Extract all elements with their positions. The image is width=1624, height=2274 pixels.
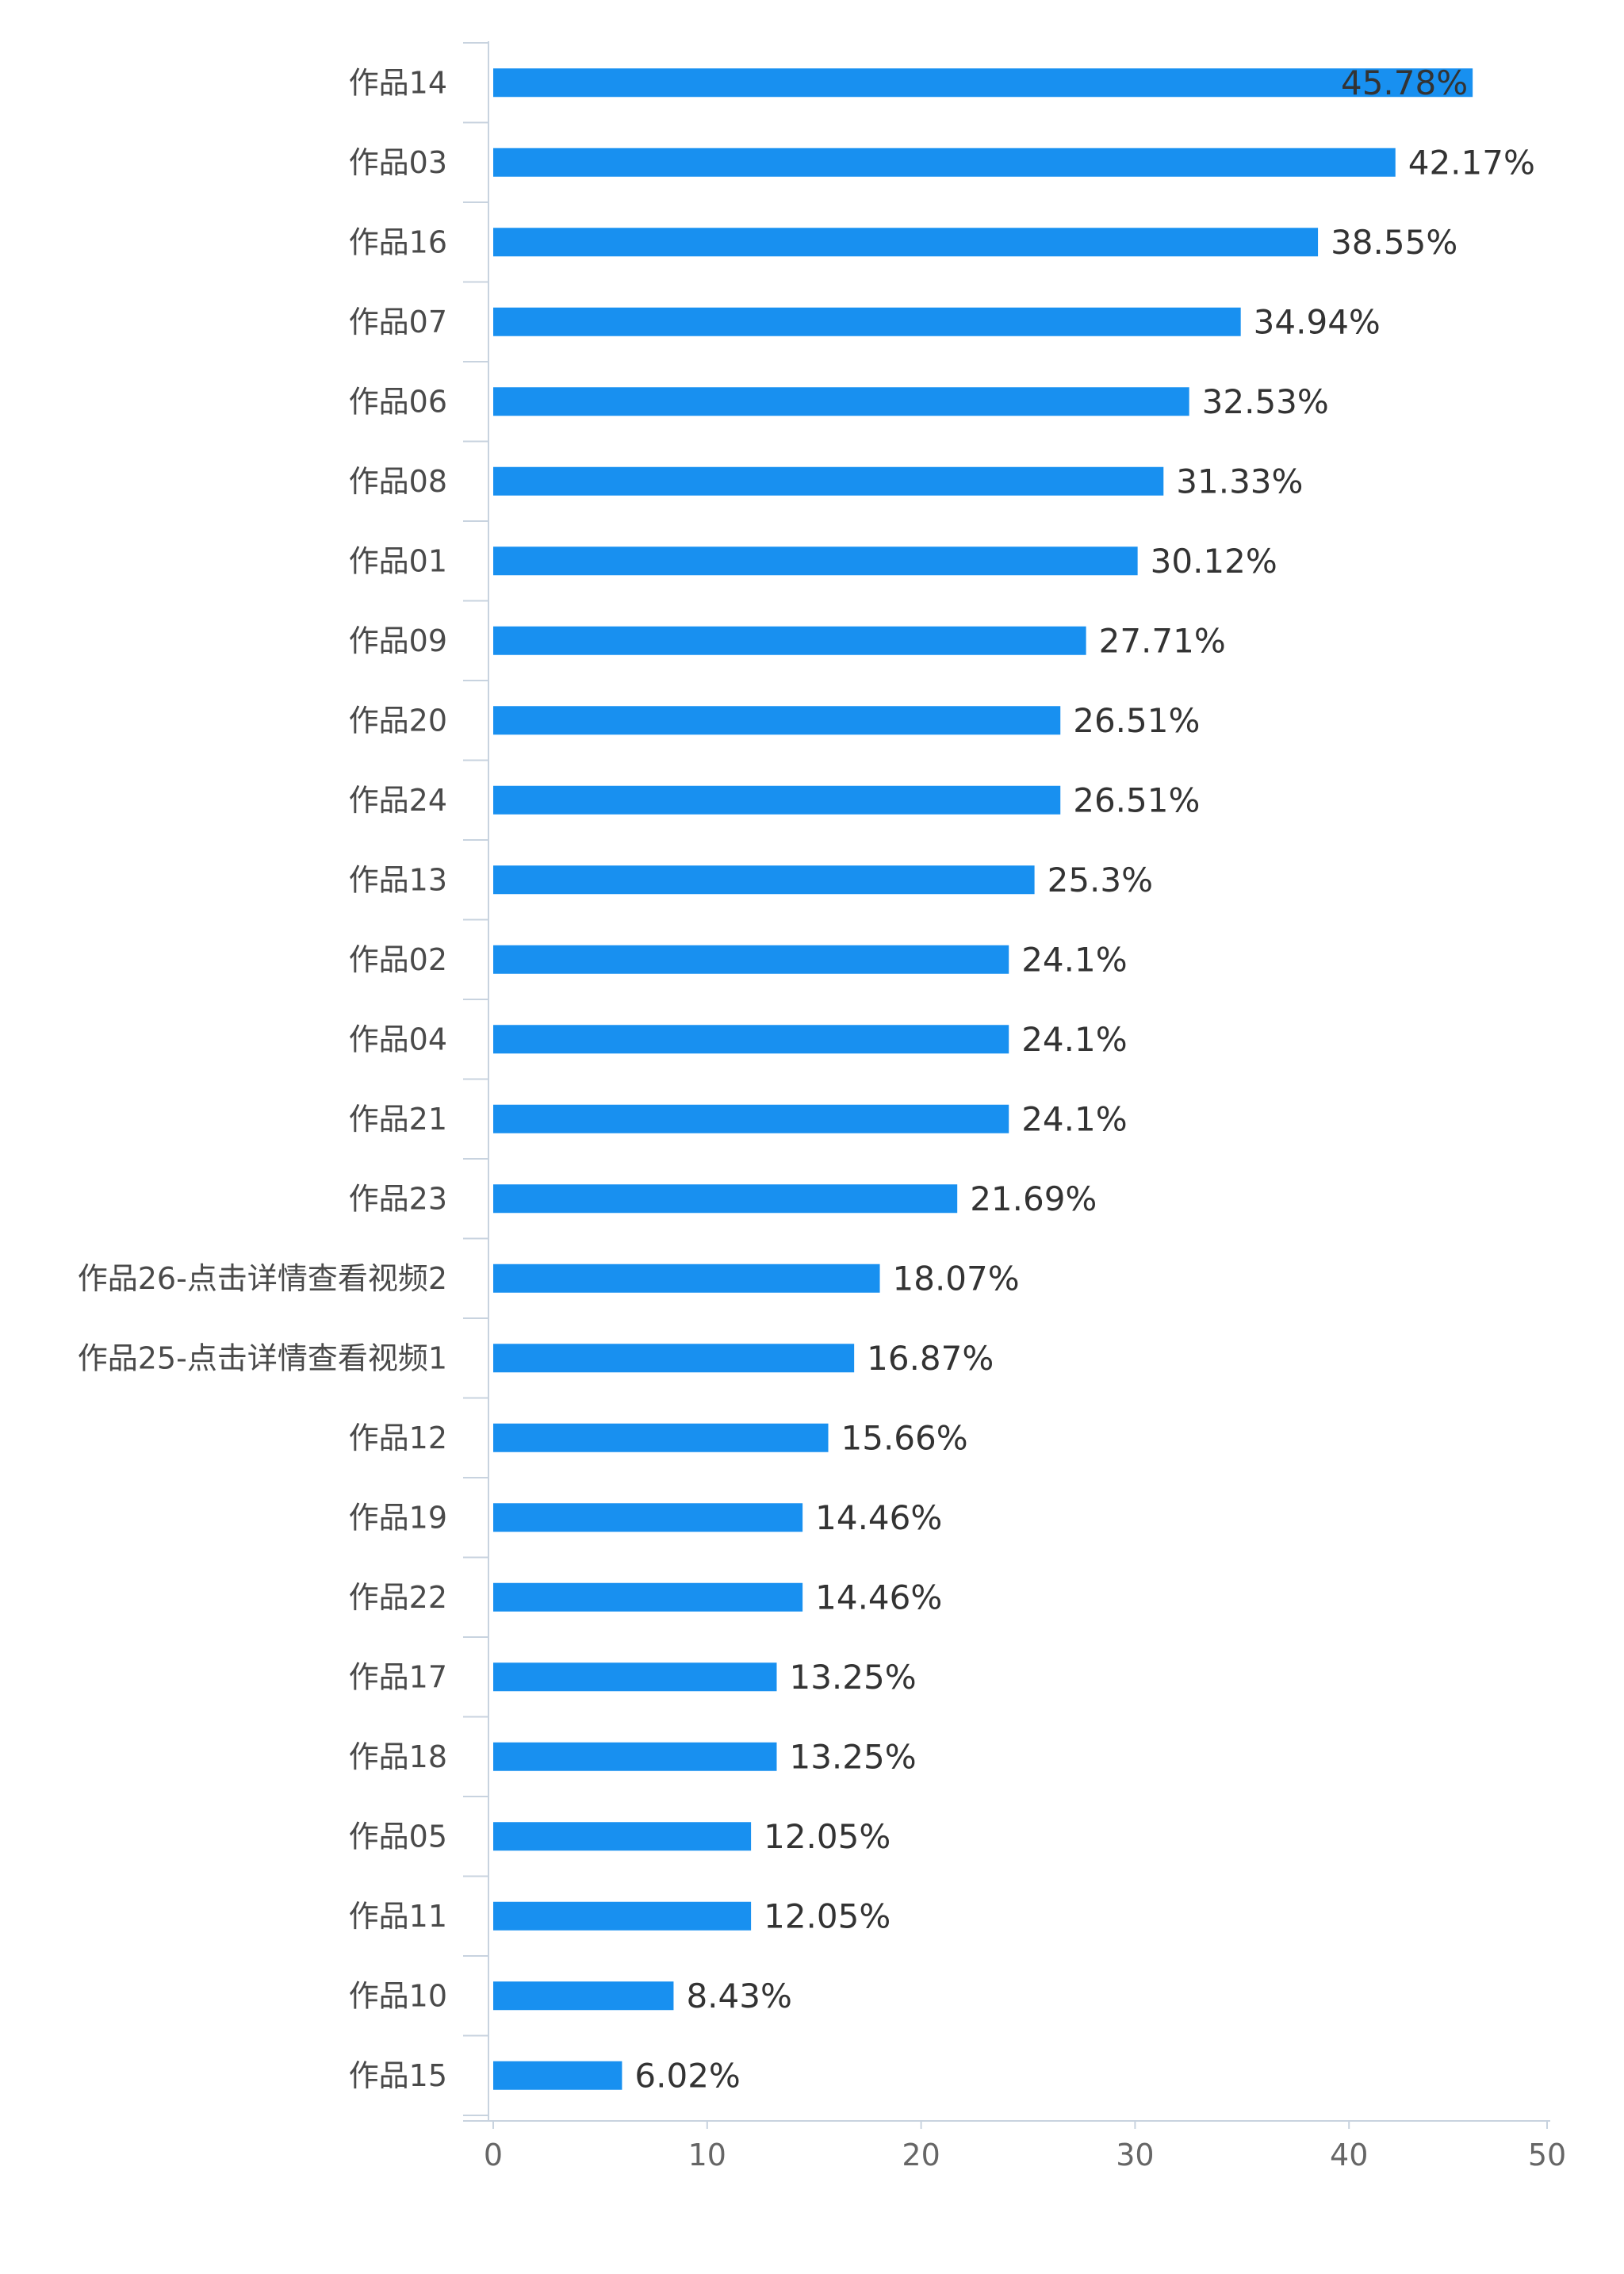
value-label: 31.33% [1176, 462, 1303, 500]
bar[interactable] [493, 1104, 1009, 1133]
bar[interactable] [493, 1423, 829, 1452]
bar[interactable] [493, 865, 1035, 895]
bar[interactable] [493, 148, 1396, 177]
category-label: 作品17 [349, 1659, 447, 1694]
value-label: 15.66% [841, 1418, 968, 1457]
value-label: 38.55% [1331, 223, 1457, 262]
category-label: 作品06 [349, 384, 447, 419]
category-label: 作品04 [349, 1022, 447, 1056]
category-label: 作品26-点击详情查看视频2 [78, 1261, 447, 1296]
category-label: 作品01 [349, 543, 447, 578]
value-label: 12.05% [764, 1896, 891, 1935]
category-label: 作品08 [349, 464, 447, 499]
category-label: 作品02 [349, 942, 447, 977]
value-label: 24.1% [1021, 1020, 1127, 1059]
bar[interactable] [493, 1503, 803, 1532]
value-label: 45.78% [1341, 63, 1468, 102]
value-label: 24.1% [1021, 940, 1127, 979]
category-labels: 作品14 作品03 作品16 作品07 作品06 作品08 作品01 作品09 作品20 作品24… [78, 65, 447, 2093]
value-label: 34.94% [1254, 302, 1381, 341]
bar[interactable] [493, 1344, 855, 1373]
category-label: 作品22 [349, 1580, 447, 1615]
x-tick-label: 20 [902, 2138, 940, 2172]
value-label: 42.17% [1408, 143, 1535, 182]
category-label: 作品19 [349, 1500, 447, 1535]
value-label: 13.25% [789, 1737, 916, 1776]
bar[interactable] [493, 626, 1086, 655]
bar[interactable] [493, 1981, 674, 2011]
x-tick-label: 10 [688, 2138, 726, 2172]
value-label: 26.51% [1073, 701, 1200, 740]
value-label: 14.46% [815, 1578, 942, 1616]
x-tick-label: 40 [1330, 2138, 1368, 2172]
bar[interactable] [493, 1662, 777, 1692]
category-label: 作品03 [349, 145, 447, 180]
category-label: 作品13 [349, 862, 447, 897]
value-label: 30.12% [1151, 542, 1277, 581]
value-label: 21.69% [970, 1179, 1097, 1218]
value-label: 32.53% [1202, 382, 1329, 421]
value-label: 12.05% [764, 1817, 891, 1856]
category-label: 作品12 [349, 1421, 447, 1455]
x-tick-label: 30 [1116, 2138, 1154, 2172]
value-label: 18.07% [893, 1259, 1020, 1298]
value-label: 24.1% [1021, 1099, 1127, 1138]
category-label: 作品25-点击详情查看视频1 [78, 1340, 447, 1375]
bar[interactable] [493, 546, 1138, 576]
bars [493, 68, 1473, 2090]
bar[interactable] [493, 785, 1061, 815]
category-label: 作品14 [349, 65, 447, 100]
bar[interactable] [493, 1184, 958, 1214]
value-label: 25.3% [1048, 861, 1153, 899]
bar[interactable] [493, 2061, 622, 2090]
bar[interactable] [493, 1264, 880, 1293]
category-label: 作品11 [349, 1899, 447, 1934]
value-labels: 45.78% 42.17% 38.55% 34.94% 32.53% 31.33% 30.1… [634, 63, 1534, 2096]
bar[interactable] [493, 1025, 1009, 1054]
value-label: 14.46% [815, 1498, 942, 1537]
bar[interactable] [493, 706, 1061, 735]
category-label: 作品05 [349, 1819, 447, 1854]
x-tick-label: 50 [1528, 2138, 1566, 2172]
value-label: 16.87% [867, 1339, 994, 1378]
x-tick-labels: 0 10 20 30 40 50 [484, 2121, 1566, 2172]
category-label: 作品20 [349, 703, 447, 738]
category-label: 作品16 [349, 224, 447, 259]
y-axis [463, 41, 489, 2121]
x-tick-label: 0 [484, 2138, 503, 2172]
category-label: 作品23 [349, 1181, 447, 1216]
value-label: 26.51% [1073, 780, 1200, 819]
value-label: 8.43% [686, 1977, 791, 2015]
value-label: 6.02% [634, 2056, 740, 2095]
category-label: 作品24 [349, 783, 447, 818]
category-label: 作品18 [349, 1739, 447, 1774]
bar[interactable] [493, 1742, 777, 1771]
bar[interactable] [493, 466, 1164, 496]
value-label: 13.25% [789, 1658, 916, 1697]
bar[interactable] [493, 307, 1241, 336]
category-label: 作品21 [349, 1102, 447, 1137]
bar[interactable] [493, 68, 1473, 98]
bar[interactable] [493, 1582, 803, 1612]
category-label: 作品07 [349, 305, 447, 339]
bar[interactable] [493, 1822, 752, 1851]
bar[interactable] [493, 1901, 752, 1931]
bar[interactable] [493, 387, 1189, 416]
category-label: 作品10 [349, 1978, 447, 2013]
category-label: 作品15 [349, 2058, 447, 2093]
bar[interactable] [493, 228, 1319, 257]
value-label: 27.71% [1099, 621, 1226, 660]
category-label: 作品09 [349, 623, 447, 658]
bar[interactable] [493, 945, 1009, 974]
